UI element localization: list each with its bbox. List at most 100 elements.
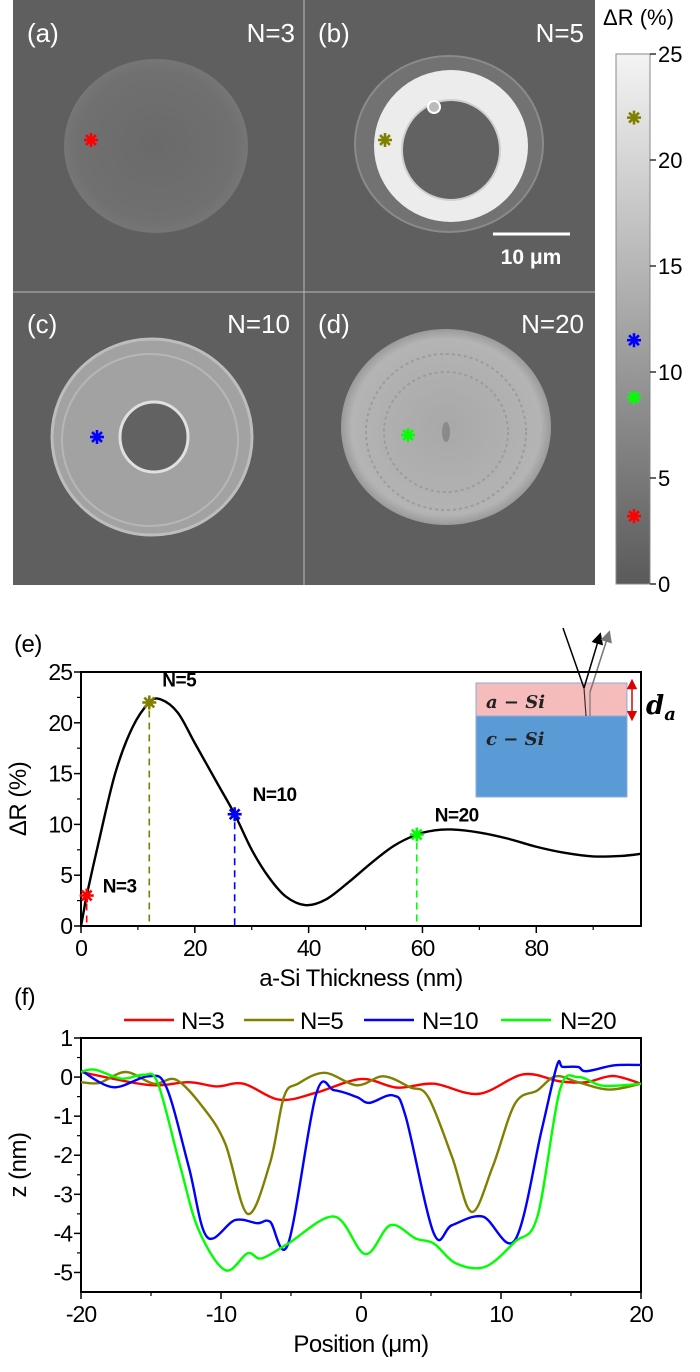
x-tick-label: 20 [183,935,207,961]
legend-item: N=20 [501,1008,617,1035]
asterisk-stroke [228,808,241,821]
asterisk-stroke [410,828,423,841]
asterisk-stroke [379,134,391,146]
asterisk-stroke [628,111,640,124]
marker-label: N=20 [435,806,479,827]
panel-b: (b) N=5 10 μm [304,0,595,292]
asterisk-stroke [628,510,640,523]
reflectance-chart: (e) a − Si c − Si da 0 20 40 60 80 0 5 10 15 20 25… [5,627,676,992]
asterisk-stroke [80,889,93,902]
asterisk-marker [401,428,415,442]
legend-label: N=5 [300,1008,343,1035]
spot-image [118,400,190,474]
reflected-arrow-icon [589,630,612,693]
pulse-count-label: N=3 [247,18,295,48]
asterisk-stroke [85,134,97,146]
y-tick-label: -5 [54,1259,73,1285]
pulse-count-label: N=10 [227,309,290,339]
reflectance-curve [79,697,642,927]
panel-c: (c) N=10 [13,292,304,585]
panel-label: (e) [14,631,42,658]
y-tick-label: -2 [54,1142,73,1168]
x-tick-label: 40 [297,935,321,961]
asterisk-stroke [143,696,156,709]
x-tick-label: 20 [629,1301,653,1327]
y-tick-label: 0 [60,1064,72,1090]
colorbar-title: ΔR (%) [603,5,674,30]
y-tick-label: 15 [48,761,72,787]
y-tick-label: 1 [60,1025,72,1051]
profile-line [80,1070,642,1102]
asterisk-stroke [91,431,103,443]
asterisk-marker [409,827,424,842]
y-axis-title: ΔR (%) [5,762,32,836]
layer-bottom-label: c − Si [486,729,545,750]
scale-bar-label: 10 μm [501,246,562,269]
asterisk-stroke [628,391,640,404]
incident-arrow-icon [562,627,585,689]
y-tick-label: 0 [60,913,72,939]
x-tick-label: -20 [66,1301,96,1327]
reflected-arrow-icon [583,632,604,689]
pulse-count-label: N=5 [536,18,584,48]
profile-line [80,1059,642,1251]
panel-label: (f) [14,984,35,1011]
asterisk-marker [227,807,242,822]
x-tick-label: 0 [355,1301,367,1327]
legend-label: N=3 [181,1008,224,1035]
asterisk-marker [84,133,98,147]
y-tick-label: -3 [54,1181,73,1207]
marker-label: N=10 [253,785,297,806]
y-axis-title: z (nm) [5,1133,32,1198]
y-tick-label: 10 [48,811,72,837]
asterisk-marker [627,390,641,405]
marker-label: N=5 [162,670,197,691]
pulse-count-label: N=20 [521,309,584,339]
x-tick-label: 0 [75,935,87,961]
asterisk-marker [627,110,641,125]
asterisk-marker [627,333,641,348]
thickness-label: da [646,691,676,725]
panel-a: (a) N=3 [13,0,304,292]
spot-image [401,99,501,201]
spot-image [64,59,248,233]
asterisk-stroke [402,429,414,441]
legend-label: N=20 [560,1008,616,1035]
asterisk-marker [90,430,104,444]
x-tick-label: 10 [489,1301,513,1327]
x-axis-title: a-Si Thickness (nm) [259,965,462,992]
colorbar: ΔR (%) 0 5 10 15 20 25 [603,5,682,597]
profile-line [80,1068,642,1272]
legend-item: N=10 [364,1008,479,1035]
profile-line [80,1070,642,1216]
colorbar-tick-label: 5 [658,466,670,491]
asterisk-stroke [628,334,640,347]
colorbar-tick-label: 15 [658,254,682,279]
x-axis-title: Position (μm) [293,1331,428,1358]
marker-label: N=3 [103,877,137,898]
panel-label: (c) [27,309,57,339]
inset-diagram: a − Si c − Si da [475,627,676,798]
panel-d: (d) N=20 [304,292,595,585]
panel-markers [84,133,415,444]
y-tick-label: 5 [60,862,72,888]
colorbar-tick-label: 0 [658,572,670,597]
asterisk-marker [378,133,392,147]
panel-label: (d) [318,309,350,339]
legend-item: N=3 [124,1008,225,1035]
asterisk-marker [79,888,94,903]
asterisk-marker [627,509,641,524]
y-tick-label: 20 [48,710,72,736]
colorbar-tick-label: 20 [658,148,682,173]
asterisk-marker [142,695,157,710]
y-tick-label: 25 [48,659,72,685]
legend-item: N=5 [244,1008,344,1035]
panel-label: (a) [27,18,59,48]
colorbar-tick-label: 10 [658,360,682,385]
panel-label: (b) [318,18,350,48]
x-tick-label: 60 [411,935,435,961]
legend-label: N=10 [422,1008,478,1035]
x-tick-label: 80 [524,935,548,961]
